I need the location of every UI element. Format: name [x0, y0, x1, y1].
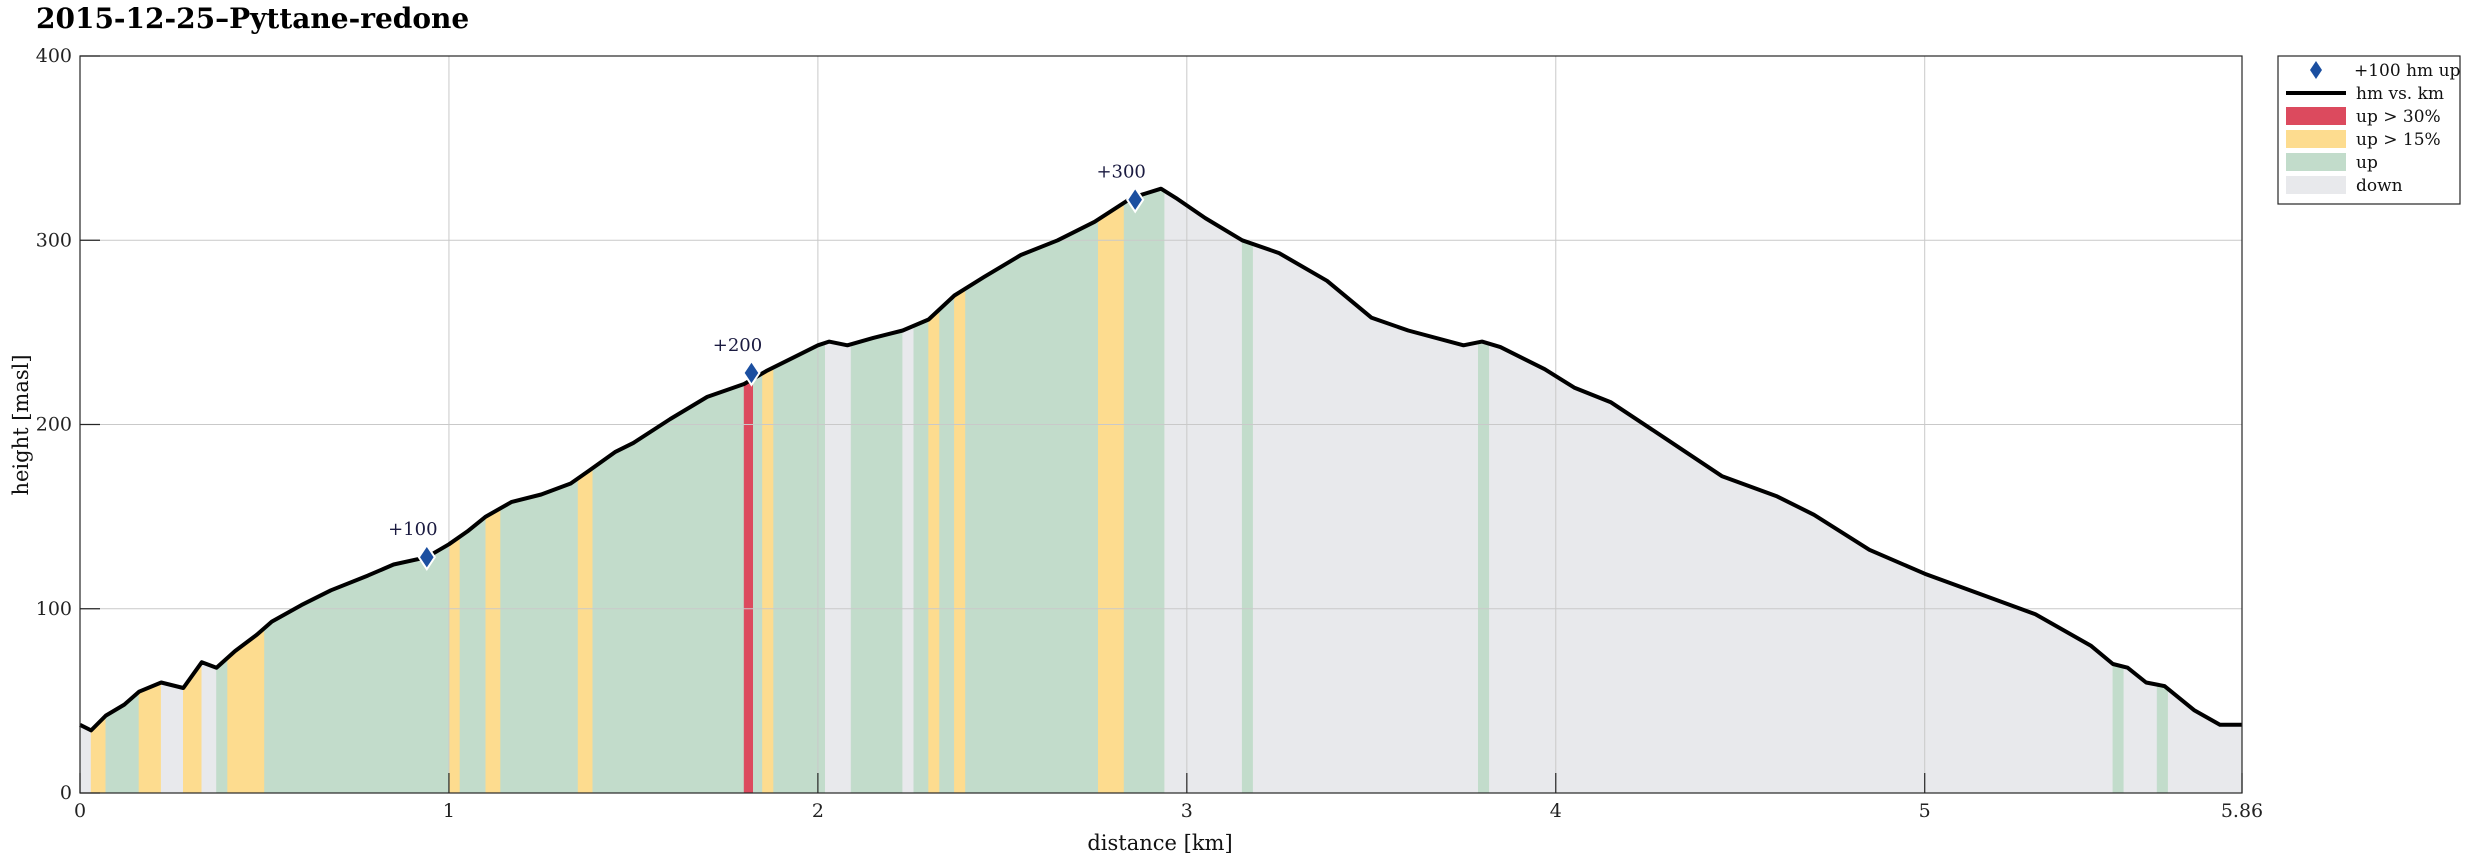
segment-down-34	[1489, 343, 2114, 794]
x-tick-label-0: 0	[74, 800, 86, 822]
segment-down-36	[2123, 666, 2158, 794]
elevation-markers: +100 +200 +300	[388, 162, 1146, 571]
segment-up-29	[1123, 188, 1165, 794]
segment-up-11	[459, 515, 487, 794]
segment-moderate-28	[1098, 202, 1125, 794]
segment-up-31	[1241, 239, 1254, 794]
y-axis-label: height [masl]	[9, 354, 33, 495]
legend: +100 hm up hm vs. km up > 30% up > 15% up dow…	[2277, 55, 2461, 205]
segment-up-25	[939, 294, 955, 794]
grid-lines	[80, 56, 2242, 793]
x-tick-label-6: 5.86	[2221, 800, 2263, 822]
legend-label-2: up > 30%	[2356, 107, 2441, 127]
segment-down-6	[201, 661, 217, 794]
segment-up-35	[2112, 663, 2125, 794]
segment-up-17	[752, 372, 763, 794]
legend-steep-swatch	[2286, 107, 2346, 125]
marker-label-1: +200	[713, 335, 762, 356]
segment-down-22	[902, 325, 915, 794]
profile-line	[79, 186, 2242, 733]
segment-moderate-18	[762, 366, 774, 794]
x-tick-label-5: 5	[1919, 800, 1931, 822]
x-tick-label-1: 1	[443, 800, 455, 822]
legend-down-swatch	[2286, 176, 2346, 194]
segment-down-20	[824, 341, 852, 794]
y-tick-label-1: 100	[36, 598, 72, 620]
x-axis-label: distance [km]	[1087, 831, 1232, 855]
marker-1	[742, 359, 761, 387]
segment-moderate-3	[138, 682, 162, 794]
segment-down-38	[2167, 688, 2243, 794]
y-tick-label-2: 200	[36, 414, 72, 436]
segment-up-7	[216, 657, 228, 794]
segment-down-0	[79, 724, 92, 794]
y-tick-label-4: 400	[36, 45, 72, 67]
segment-down-32	[1252, 243, 1479, 794]
segment-moderate-26	[954, 288, 966, 794]
marker-2	[1125, 185, 1145, 214]
x-tick-label-4: 4	[1550, 800, 1562, 822]
legend-label-3: up > 15%	[2356, 130, 2441, 150]
legend-label-4: up	[2356, 153, 2378, 173]
legend-label-1: hm vs. km	[2356, 84, 2444, 104]
legend-marker-swatch	[2310, 61, 2322, 79]
legend-moderate-swatch	[2286, 130, 2346, 148]
marker-0	[417, 543, 437, 571]
profile-line-group	[79, 186, 2242, 733]
marker-label-2: +300	[1096, 162, 1145, 183]
segment-up-27	[965, 218, 1099, 794]
segment-up-21	[850, 330, 904, 794]
segment-steep-16	[743, 378, 754, 794]
y-tick-label-3: 300	[36, 229, 72, 251]
legend-up-swatch	[2286, 153, 2346, 171]
segment-moderate-24	[928, 308, 940, 794]
legend-label-5: down	[2356, 176, 2403, 196]
segment-moderate-10	[448, 535, 461, 794]
segment-moderate-14	[577, 467, 594, 794]
segment-up-13	[500, 477, 579, 794]
segment-down-30	[1164, 190, 1243, 794]
x-tick-label-2: 2	[812, 800, 824, 822]
segment-up-23	[913, 319, 929, 794]
segment-up-33	[1478, 341, 1490, 794]
axes: 0 1 2 3 4 5 5.86 0 100 200 300 400	[36, 45, 2263, 822]
segment-moderate-12	[485, 507, 501, 794]
slope-segments	[79, 188, 2243, 794]
chart-title: 2015-12-25–Pyttane-redone	[36, 2, 470, 35]
segment-up-15	[592, 383, 745, 794]
marker-label-0: +100	[388, 519, 437, 540]
legend-label-0: +100 hm up	[2354, 61, 2461, 81]
x-tick-label-3: 3	[1181, 800, 1193, 822]
segment-down-4	[160, 682, 184, 794]
segment-up-37	[2156, 684, 2169, 794]
y-tick-label-0: 0	[60, 782, 72, 804]
